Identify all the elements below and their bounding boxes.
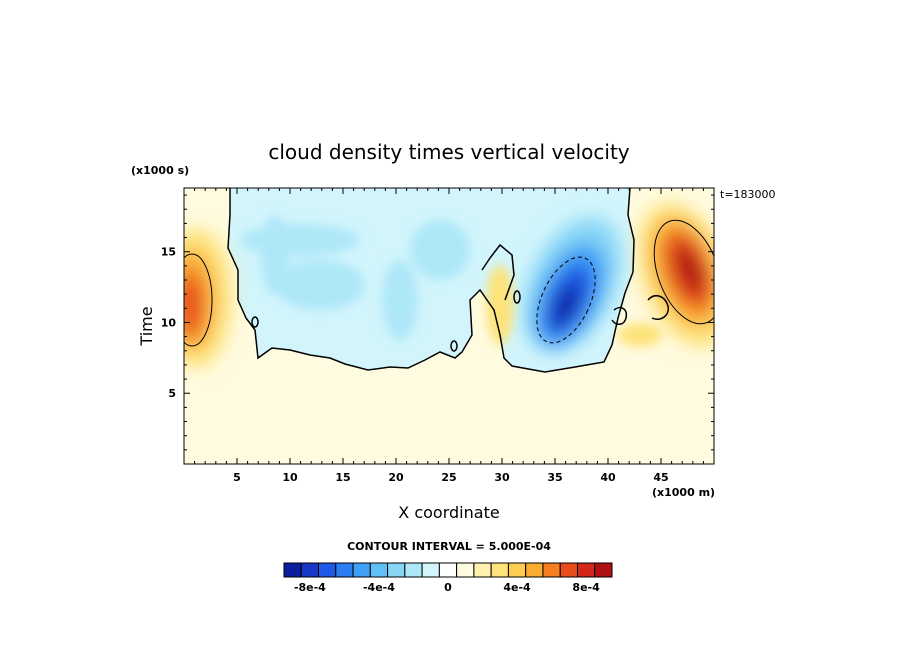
colorbar-swatch [352,562,371,578]
colorbar-swatch [438,562,458,578]
weak-positive-patch [486,265,662,347]
colorbar [283,562,613,578]
x-tick-label: 40 [600,471,616,484]
y-units-label: (x1000 s) [131,164,189,177]
x-tick-label: 10 [282,471,298,484]
colorbar-swatch [369,562,389,578]
y-ticks: 5 10 15 [161,194,714,451]
colorbar-label: 4e-4 [503,581,531,594]
x-tick-label: 15 [335,471,350,484]
colorbar-swatch [421,562,440,578]
colorbar-label: 0 [444,581,452,594]
x-tick-label: 5 [233,471,241,484]
x-units-label: (x1000 m) [652,486,715,499]
colorbar-swatch [594,562,613,578]
downdraft-region [523,217,621,353]
y-axis-label: Time [137,306,156,346]
colorbar-swatch [473,562,492,578]
zero-contour-lines [227,188,669,373]
colorbar-labels: -8e-4 -4e-4 0 4e-4 8e-4 [294,581,600,594]
x-axis-label: X coordinate [398,503,499,522]
x-tick-label: 25 [441,471,456,484]
colorbar-swatch [490,562,509,578]
colorbar-swatch [456,562,475,578]
colorbar-swatch [507,562,527,578]
x-tick-label: 30 [494,471,510,484]
y-tick-label: 5 [168,387,176,400]
chart-title: cloud density times vertical velocity [268,140,629,164]
colorbar-label: -4e-4 [363,581,395,594]
x-tick-label: 20 [388,471,404,484]
colorbar-swatch [559,562,578,578]
colorbar-label: 8e-4 [572,581,600,594]
colorbar-swatch [542,562,561,578]
weak-negative-patches [240,215,470,340]
left-updraft-region [184,228,232,368]
colorbar-swatch [283,562,302,578]
positive-contour-lines [184,219,714,347]
contour-interval-label: CONTOUR INTERVAL = 5.000E-04 [347,540,551,553]
colorbar-swatch [525,562,544,578]
colorbar-swatch [300,562,320,578]
x-ticks: 5 10 15 20 25 30 35 40 45 [194,188,704,484]
colorbar-label: -8e-4 [294,581,326,594]
colorbar-swatch [576,562,596,578]
colorbar-swatch [335,562,354,578]
y-tick-label: 15 [161,246,176,259]
time-annotation: t=183000 [720,188,776,201]
colorbar-swatch [387,562,406,578]
x-tick-label: 35 [547,471,562,484]
colorbar-swatch [404,562,423,578]
x-tick-label: 45 [653,471,668,484]
negative-contour-lines [536,256,596,344]
y-tick-label: 10 [161,316,177,329]
colorbar-swatch [318,562,337,578]
heatmap-field [184,188,714,464]
